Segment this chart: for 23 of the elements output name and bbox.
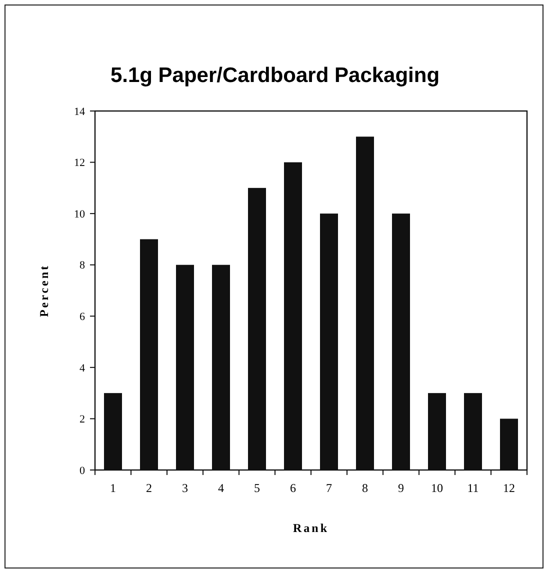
- y-tick-label: 12: [74, 157, 85, 170]
- y-tick-label: 4: [80, 362, 86, 374]
- x-tick-label: 1: [110, 481, 116, 495]
- y-tick-label: 8: [80, 260, 86, 272]
- y-tick-label: 2: [80, 414, 85, 426]
- chart-title: 5.1g Paper/Cardboard Packaging: [110, 64, 440, 87]
- x-tick-label: 2: [146, 481, 152, 495]
- x-tick-label: 9: [398, 481, 404, 495]
- y-axis-title: Percent: [37, 264, 51, 318]
- x-tick-label: 11: [467, 481, 479, 495]
- y-tick-label: 0: [80, 464, 86, 477]
- x-tick-label: 8: [362, 481, 368, 495]
- x-tick-label: 6: [290, 481, 296, 495]
- x-tick-label: 4: [218, 481, 224, 495]
- x-axis-title: Rank: [292, 521, 330, 535]
- x-tick-label: 12: [503, 481, 515, 495]
- x-tick-label: 10: [431, 481, 443, 495]
- y-tick-label: 10: [74, 208, 86, 220]
- x-tick-label: 7: [326, 481, 332, 495]
- x-tick-label: 5: [254, 481, 260, 495]
- y-tick-label: 6: [80, 310, 86, 323]
- y-tick-label: 14: [74, 106, 86, 118]
- x-tick-label: 3: [182, 481, 188, 495]
